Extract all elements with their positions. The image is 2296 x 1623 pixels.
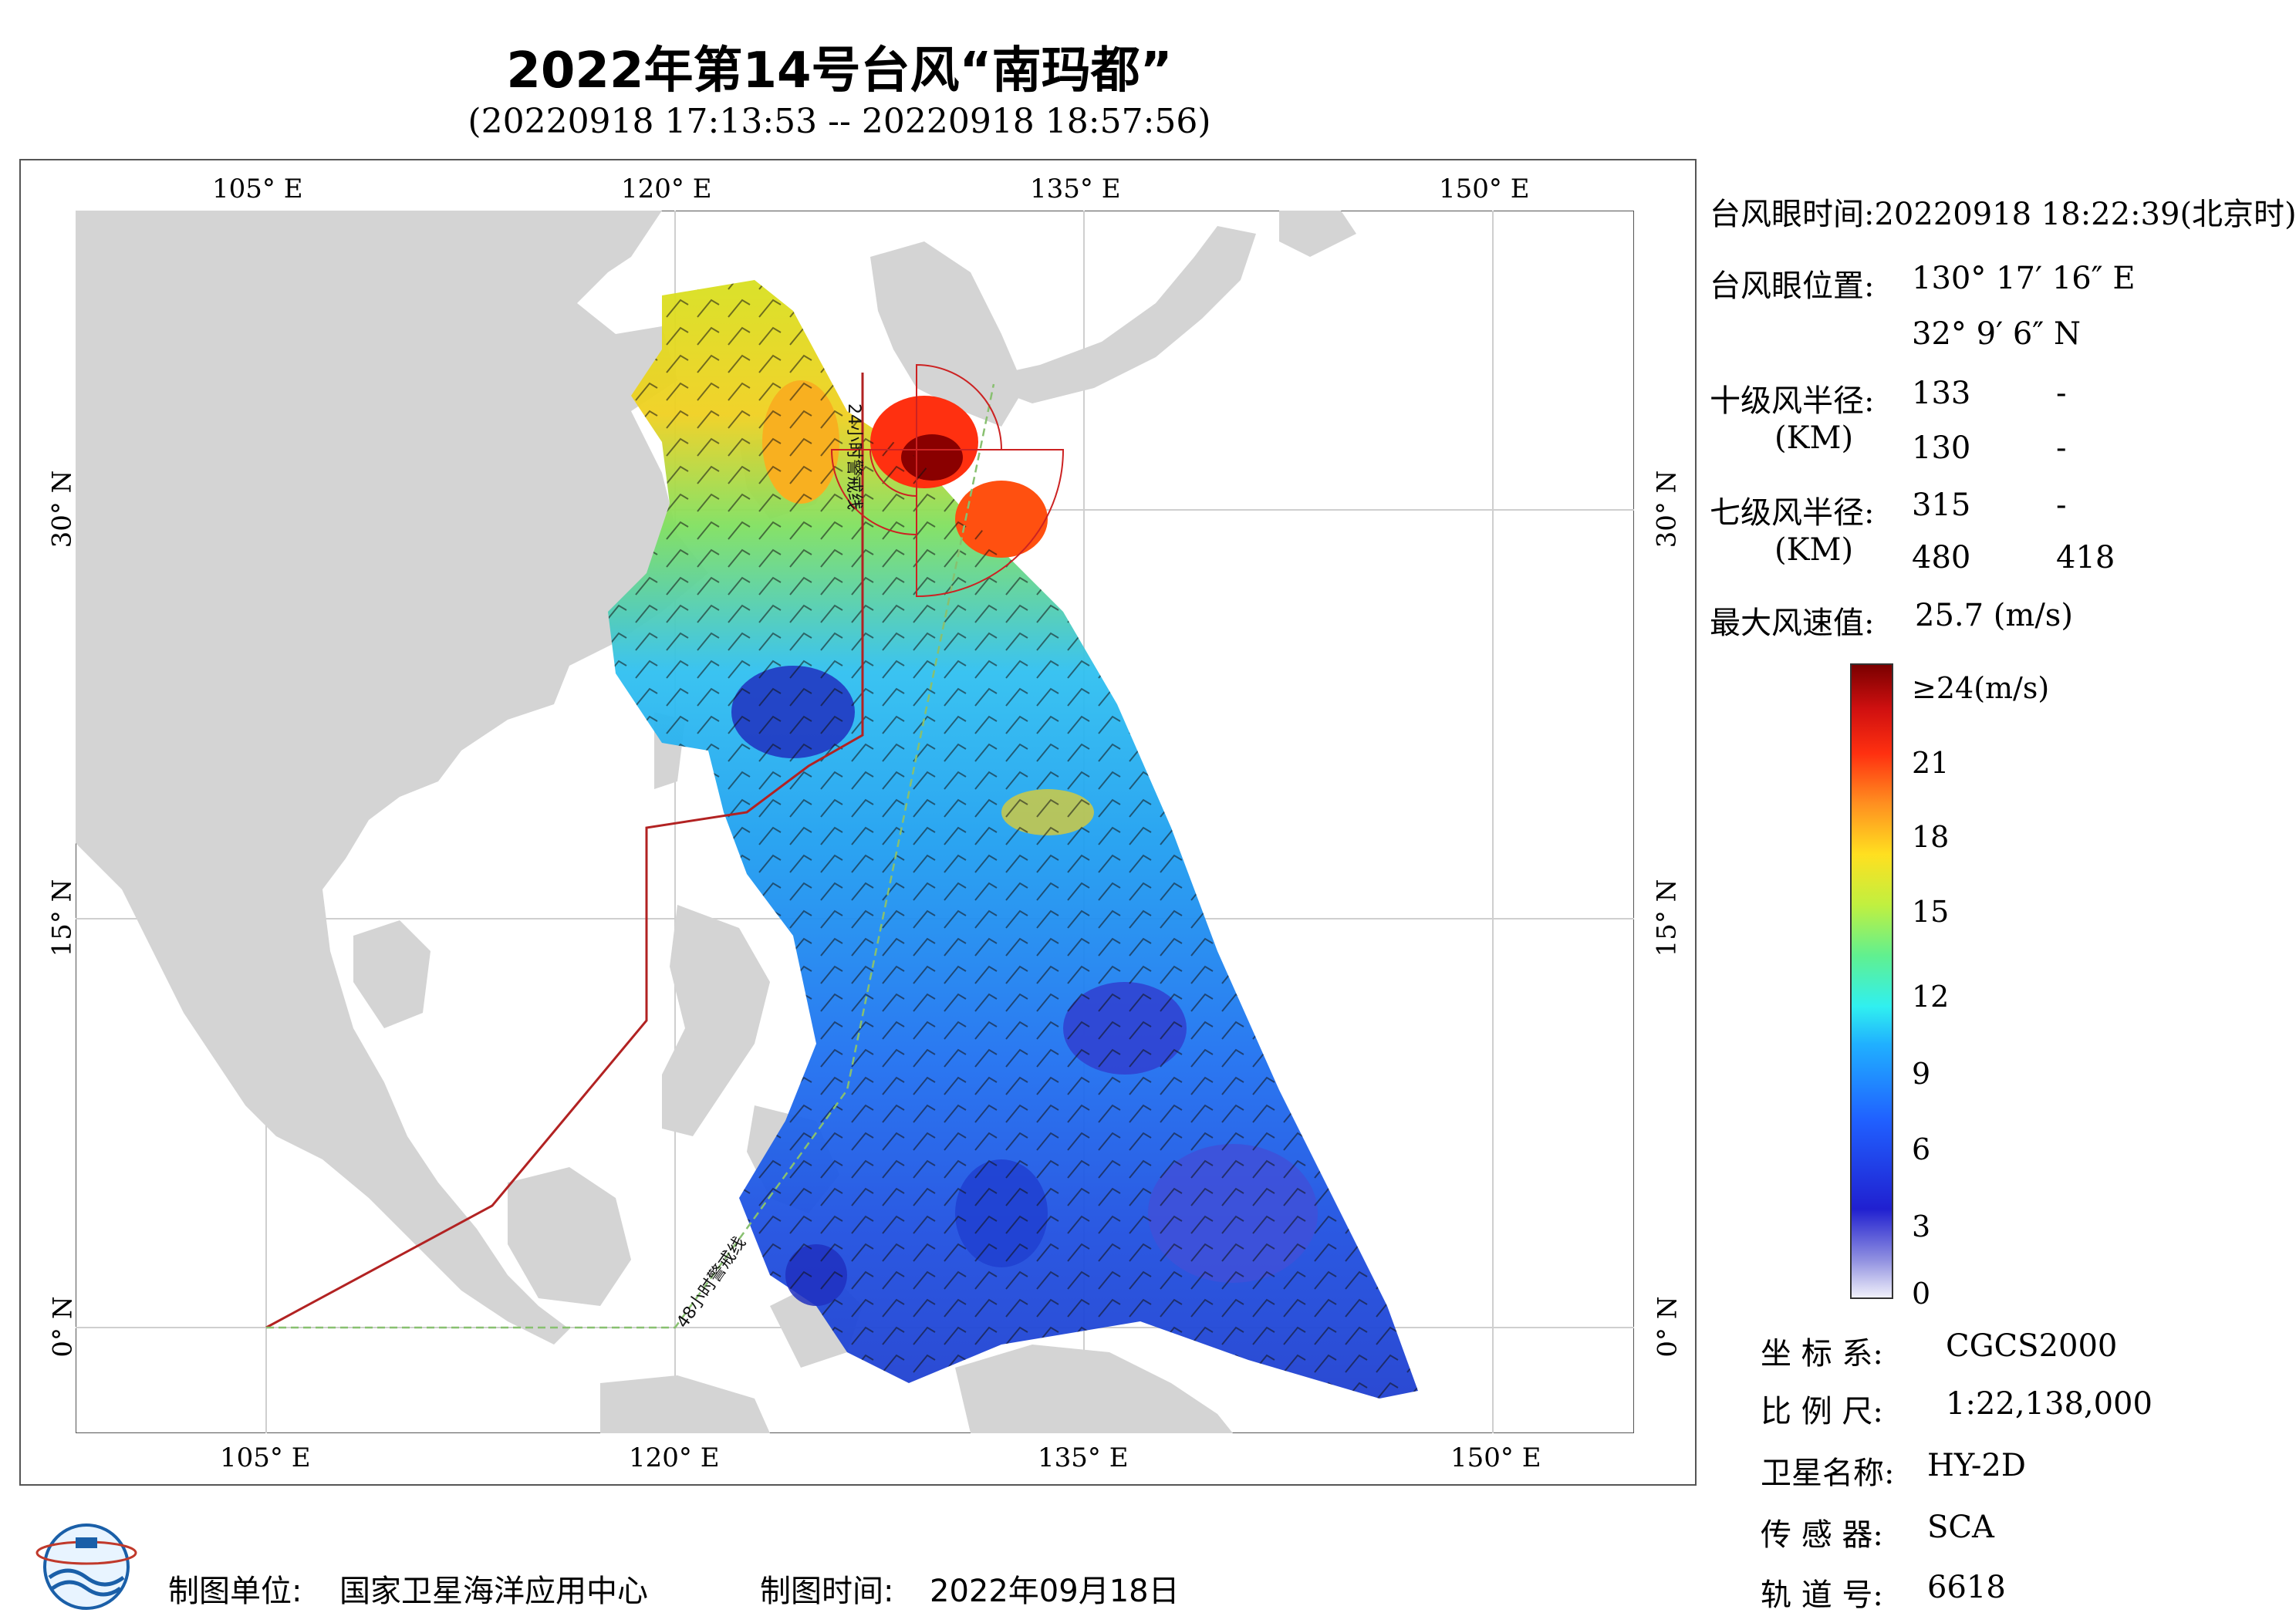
wind-barbs (608, 280, 1418, 1399)
producer-value: 国家卫星海洋应用中心 (339, 1574, 648, 1609)
sat-value: HY-2D (1927, 1448, 2026, 1483)
time-range: (20220918 17:13:53 -- 20220918 18:57:56) (468, 102, 1211, 141)
r10-unit: (KM) (1774, 420, 1854, 456)
lat-tick-left: 0° N (47, 1296, 79, 1358)
colorbar-tick: 3 (1912, 1210, 1931, 1243)
colorbar-tick: 15 (1912, 895, 1950, 929)
r7-r1-a: 315 (1912, 488, 1971, 523)
colorbar-tick: 18 (1912, 820, 1950, 854)
lon-tick-bottom: 120° E (629, 1442, 720, 1473)
warning-label-24h: 24小时警戒线 (844, 403, 863, 510)
max-value: 25.7 (m/s) (1915, 598, 2073, 633)
r10-r2-a: 130 (1912, 430, 1971, 466)
producer-label: 制图单位: (168, 1574, 302, 1609)
date-value: 2022年09月18日 (930, 1574, 1180, 1609)
colorbar-tick: 0 (1912, 1277, 1931, 1311)
colorbar (1850, 663, 1893, 1299)
scale-label: 比 例 尺: (1761, 1394, 1883, 1429)
warning-line-48h (266, 383, 995, 1329)
eye-time: 台风眼时间:20220918 18:22:39(北京时) (1710, 189, 2296, 234)
lon-tick-top: 120° E (621, 174, 712, 204)
r7-r1-b: - (2056, 488, 2067, 523)
lat-tick-left: 30° N (46, 470, 78, 548)
lon-tick-top: 135° E (1030, 174, 1121, 204)
orbit-label: 轨 道 号: (1761, 1577, 1883, 1613)
max-label: 最大风速值: (1710, 606, 1875, 641)
lon-tick-bottom: 105° E (220, 1442, 311, 1473)
crs-value: CGCS2000 (1946, 1328, 2118, 1364)
orbit-value: 6618 (1927, 1570, 2006, 1605)
lat-tick-right: 0° N (1652, 1296, 1683, 1358)
eye-time-value: 20220918 18:22:39(北京时) (1874, 197, 2296, 232)
land-masses (76, 211, 1356, 1433)
colorbar-tick: 6 (1912, 1132, 1931, 1166)
date-label: 制图时间: (760, 1574, 894, 1609)
map-title: 2022年第14号台风“南玛都” (506, 42, 1173, 100)
lon-tick-top: 105° E (212, 174, 303, 204)
colorbar-tick: ≥24(m/s) (1912, 671, 2050, 705)
colorbar-tick: 9 (1912, 1057, 1931, 1091)
r7-label: 七级风半径: (1710, 495, 1875, 531)
r10-label: 十级风半径: (1710, 383, 1875, 419)
nsoas-logo (35, 1523, 137, 1610)
lon-tick-bottom: 135° E (1038, 1442, 1129, 1473)
lon-tick-top: 150° E (1439, 174, 1530, 204)
r10-r1-a: 133 (1912, 376, 1971, 411)
r10-r2-b: - (2056, 430, 2067, 466)
colorbar-tick: 21 (1912, 746, 1950, 780)
sat-label: 卫星名称: (1761, 1456, 1895, 1491)
eye-lat: 32° 9′ 6″ N (1912, 316, 2081, 352)
scale-value: 1:22,138,000 (1946, 1386, 2152, 1422)
eye-lon: 130° 17′ 16″ E (1912, 261, 2136, 296)
lat-tick-right: 30° N (1651, 470, 1683, 548)
r7-r2-a: 480 (1912, 540, 1971, 575)
r7-unit: (KM) (1774, 532, 1854, 568)
crs-label: 坐 标 系: (1761, 1336, 1883, 1372)
eye-time-label: 台风眼时间: (1710, 197, 1875, 232)
eye-pos-label: 台风眼位置: (1710, 268, 1875, 304)
sensor-label: 传 感 器: (1761, 1517, 1883, 1553)
map-canvas: 24小时警戒线 48小时警戒线 (76, 211, 1634, 1433)
sensor-value: SCA (1927, 1510, 1994, 1545)
r7-r2-b: 418 (2056, 540, 2115, 575)
lat-tick-left: 15° N (46, 879, 78, 957)
r10-r1-b: - (2056, 376, 2067, 411)
warning-line-24h (265, 373, 864, 1329)
wind-radii (830, 363, 1065, 598)
lon-tick-bottom: 150° E (1450, 1442, 1541, 1473)
lat-tick-right: 15° N (1651, 879, 1683, 957)
colorbar-tick: 12 (1912, 980, 1950, 1014)
